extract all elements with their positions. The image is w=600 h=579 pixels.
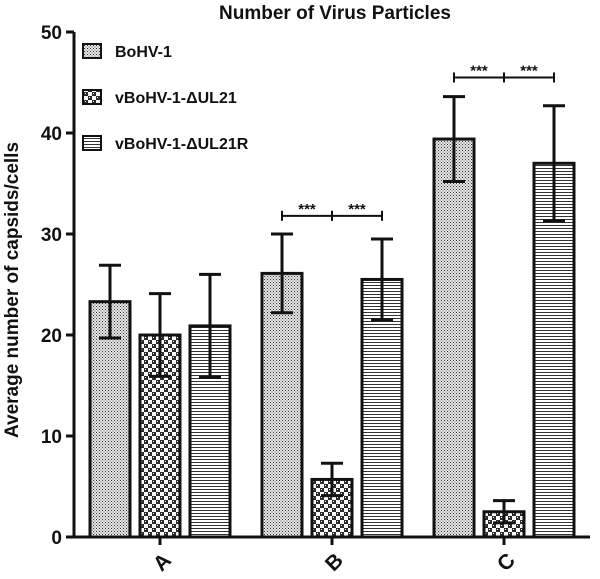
y-tick-label: 20 <box>41 326 62 347</box>
x-tick-label: B <box>321 549 348 576</box>
legend-item: vBoHV-1-ΔUL21 <box>82 89 237 107</box>
significance-brackets: *** *** *** *** <box>281 62 555 221</box>
y-tick-label: 0 <box>51 528 62 549</box>
y-axis-label: Average number of capsids/cells <box>2 142 23 438</box>
legend-item: BoHV-1 <box>82 43 172 61</box>
bar <box>532 161 576 539</box>
y-tick-label: 10 <box>41 427 62 448</box>
bar <box>88 300 132 539</box>
legend-label: BoHV-1 <box>115 44 172 61</box>
significance-label: *** <box>520 62 538 79</box>
legend-swatch-vbohv1-dul21r <box>82 135 102 151</box>
chart-title: Number of Virus Particles <box>219 3 451 24</box>
legend-item: vBoHV-1-ΔUL21R <box>82 135 249 153</box>
significance-label: *** <box>298 201 316 218</box>
bar <box>260 271 304 539</box>
significance-label: *** <box>470 62 488 79</box>
legend-swatch-vbohv1-dul21 <box>82 89 102 105</box>
bars <box>88 137 576 539</box>
legend-label: vBoHV-1-ΔUL21 <box>115 90 237 107</box>
bar <box>432 137 476 539</box>
y-tick-label: 40 <box>41 124 62 145</box>
legend-label: vBoHV-1-ΔUL21R <box>115 136 249 153</box>
x-tick-label: A <box>149 549 176 576</box>
y-tick-label: 50 <box>41 23 62 44</box>
bar <box>360 277 404 539</box>
significance-label: *** <box>348 201 366 218</box>
x-tick-label: C <box>493 549 520 576</box>
legend-swatch-bohv1 <box>82 43 102 59</box>
legend: BoHV-1 vBoHV-1-ΔUL21 vBoHV-1-ΔUL21R <box>82 43 249 153</box>
error-bars <box>99 95 565 525</box>
y-tick-label: 30 <box>41 225 62 246</box>
